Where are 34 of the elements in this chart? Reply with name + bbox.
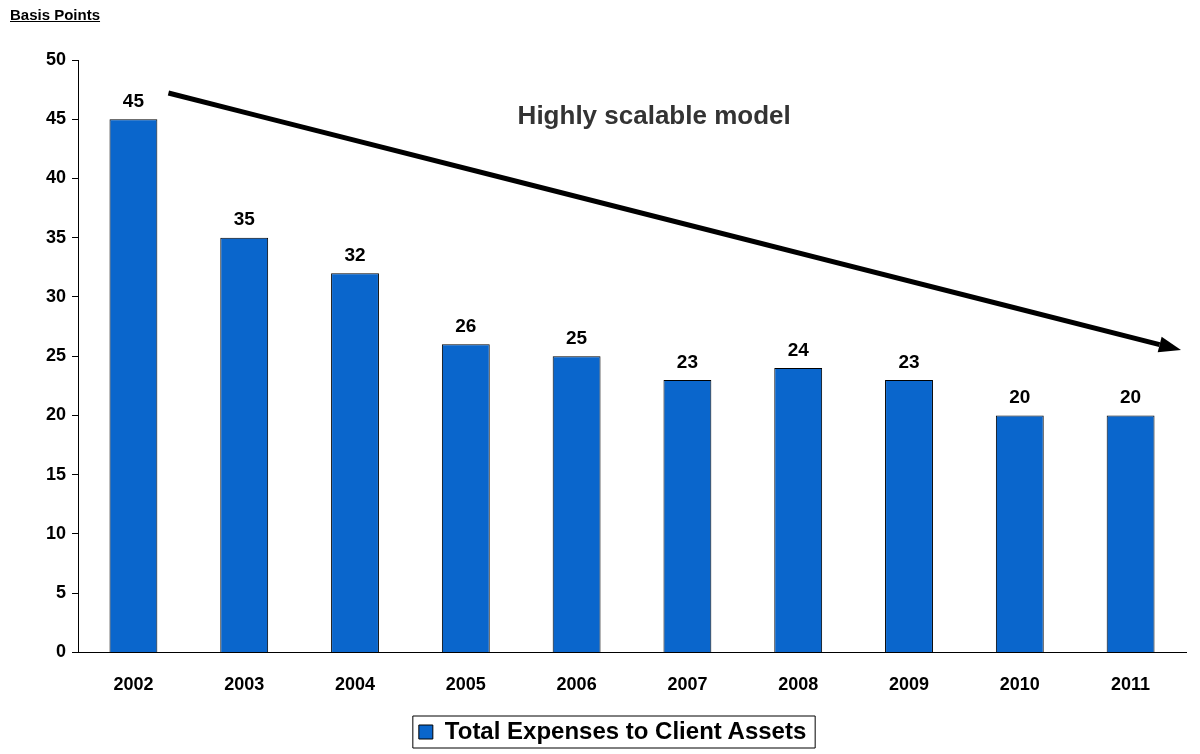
x-tick-label: 2008: [778, 674, 819, 695]
annotation: Highly scalable model: [517, 100, 791, 131]
x-tick-label: 2003: [224, 674, 265, 695]
data-label: 20: [1120, 386, 1142, 408]
legend-label: Total Expenses to Client Assets: [444, 716, 807, 744]
data-label: 32: [344, 244, 366, 265]
y-tick-label: 25: [45, 345, 67, 366]
data-label: 25: [566, 326, 588, 348]
y-tick-label: 35: [45, 226, 67, 247]
y-tick-label: 40: [45, 167, 67, 188]
y-tick-label: 20: [45, 404, 67, 425]
y-tick-label: 5: [56, 582, 67, 603]
y-tick-label: 10: [45, 522, 67, 543]
x-tick-label: 2002: [113, 674, 154, 695]
data-label: 45: [122, 89, 145, 111]
x-tick-label: 2005: [445, 674, 486, 695]
x-tick-label: 2004: [334, 674, 376, 695]
data-label: 24: [787, 338, 810, 360]
y-axis-title: Basis Points: [10, 6, 101, 23]
y-tick-label: 50: [45, 48, 67, 69]
x-tick-label: 2010: [999, 674, 1040, 695]
data-label: 23: [676, 350, 698, 372]
data-label: 26: [455, 315, 477, 337]
y-tick-label: 30: [45, 285, 67, 306]
x-tick-label: 2011: [1111, 674, 1151, 695]
data-label: 35: [233, 208, 256, 230]
x-tick-label: 2009: [888, 674, 930, 695]
x-tick-label: 2006: [556, 674, 597, 695]
data-label: 20: [1009, 386, 1031, 408]
data-label: 23: [898, 350, 920, 372]
y-tick-label: 0: [56, 641, 67, 662]
y-tick-label: 45: [45, 108, 67, 129]
x-tick-label: 2007: [667, 674, 708, 695]
y-tick-label: 15: [45, 463, 67, 484]
